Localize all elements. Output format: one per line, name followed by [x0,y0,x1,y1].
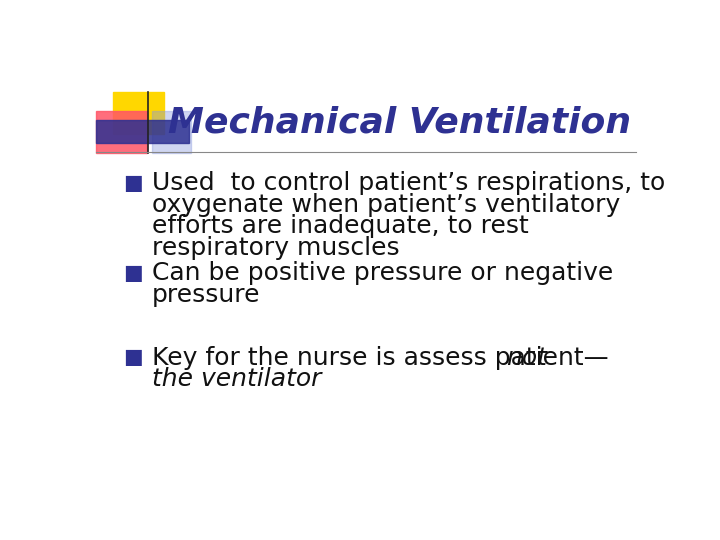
Text: oxygenate when patient’s ventilatory: oxygenate when patient’s ventilatory [152,193,620,217]
Text: Mechanical Ventilation: Mechanical Ventilation [168,105,631,139]
Text: pressure: pressure [152,282,261,307]
Bar [96,111,147,153]
Text: Can be positive pressure or negative: Can be positive pressure or negative [152,261,613,285]
Text: ■: ■ [122,347,143,367]
Text: efforts are inadequate, to rest: efforts are inadequate, to rest [152,214,528,238]
Text: not: not [506,346,546,370]
Bar [152,111,191,153]
Text: Used  to control patient’s respirations, to: Used to control patient’s respirations, … [152,171,665,195]
Text: respiratory muscles: respiratory muscles [152,235,400,260]
Bar [113,92,163,134]
Text: the ventilator: the ventilator [152,367,321,392]
Text: ■: ■ [122,173,143,193]
Text: Key for the nurse is assess patient—: Key for the nurse is assess patient— [152,346,608,370]
Bar [96,120,189,143]
Text: ■: ■ [122,262,143,283]
